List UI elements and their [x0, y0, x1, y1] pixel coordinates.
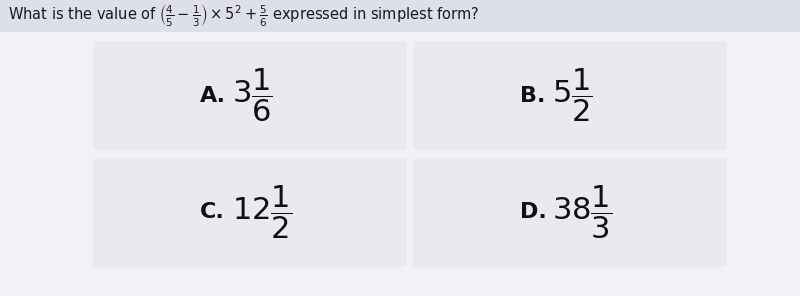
Text: B.: B. [520, 86, 546, 105]
FancyBboxPatch shape [413, 41, 727, 150]
Text: What is the value of $\left(\frac{4}{5}-\frac{1}{3}\right)\times 5^2+\frac{5}{6}: What is the value of $\left(\frac{4}{5}-… [8, 3, 479, 29]
Text: $38\dfrac{1}{3}$: $38\dfrac{1}{3}$ [552, 184, 612, 241]
FancyBboxPatch shape [413, 158, 727, 267]
FancyBboxPatch shape [93, 41, 407, 150]
Text: D.: D. [520, 202, 546, 223]
FancyBboxPatch shape [93, 158, 407, 267]
Text: A.: A. [200, 86, 226, 105]
FancyBboxPatch shape [0, 0, 800, 32]
Text: $5\dfrac{1}{2}$: $5\dfrac{1}{2}$ [552, 67, 593, 124]
Text: C.: C. [200, 202, 225, 223]
Text: $12\dfrac{1}{2}$: $12\dfrac{1}{2}$ [232, 184, 292, 241]
Text: $3\dfrac{1}{6}$: $3\dfrac{1}{6}$ [232, 67, 273, 124]
